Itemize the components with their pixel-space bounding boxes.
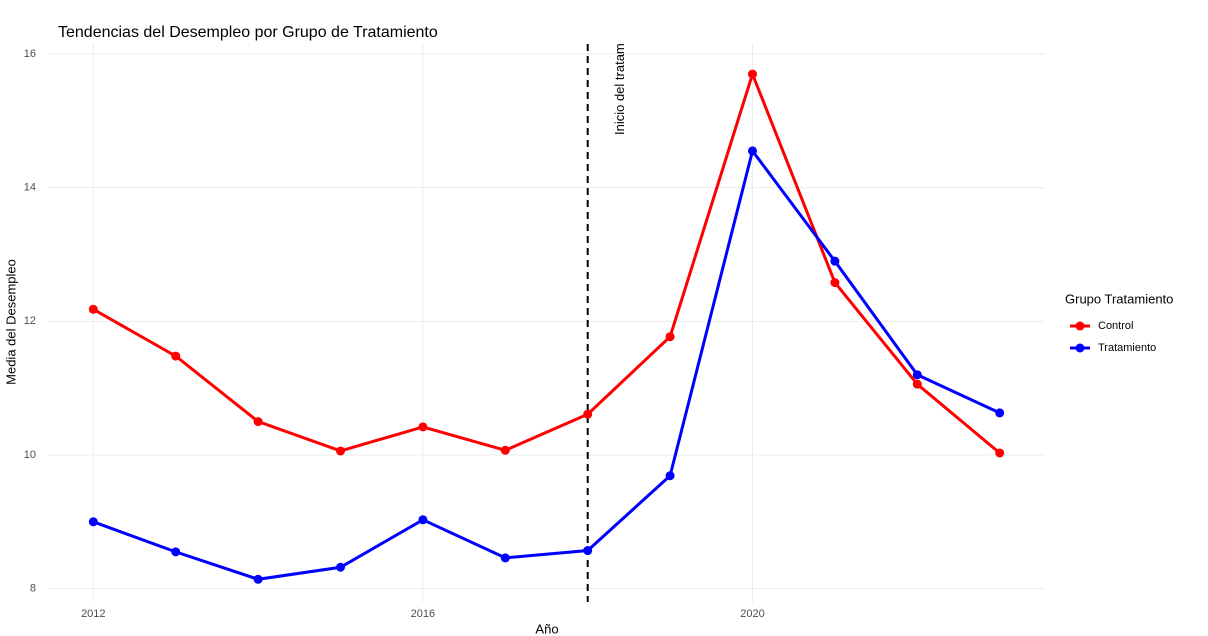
y-tick-label: 12 — [24, 315, 36, 327]
legend-key — [1075, 343, 1085, 353]
point — [253, 574, 263, 584]
x-axis-title: Año — [535, 621, 558, 636]
point — [747, 146, 757, 156]
point — [418, 515, 428, 525]
point — [88, 517, 98, 527]
legend-label: Tratamiento — [1098, 342, 1156, 354]
point — [912, 370, 922, 380]
series-line — [92, 69, 1001, 455]
point — [253, 417, 263, 427]
series-line — [92, 147, 1001, 581]
chart-title: Tendencias del Desempleo por Grupo de Tr… — [58, 24, 438, 41]
point — [171, 351, 181, 361]
y-tick-label: 14 — [24, 182, 36, 194]
plot-panel: Inicio del tratamiento — [88, 15, 1005, 602]
y-tick-label: 16 — [24, 48, 36, 60]
point — [747, 69, 757, 79]
y-axis-title: Media del Desempleo — [3, 259, 18, 385]
point — [830, 278, 840, 288]
annotation: Inicio del tratamiento — [612, 15, 627, 135]
legend-key — [1075, 321, 1085, 331]
x-tick-label: 2016 — [411, 608, 435, 620]
legend-label: Control — [1098, 320, 1133, 332]
point — [830, 256, 840, 266]
x-tick-label: 2020 — [740, 608, 764, 620]
y-tick-label: 8 — [30, 583, 36, 595]
point — [665, 471, 675, 481]
point — [171, 547, 181, 557]
x-tick-label: 2012 — [81, 608, 105, 620]
point — [500, 445, 510, 455]
point — [88, 304, 98, 314]
point — [500, 553, 510, 563]
point — [418, 422, 428, 432]
legend-title: Grupo Tratamiento — [1065, 291, 1173, 306]
point — [583, 546, 593, 556]
point — [665, 332, 675, 342]
point — [995, 408, 1005, 418]
point — [336, 446, 346, 456]
y-tick-label: 10 — [24, 449, 36, 461]
point — [583, 409, 593, 419]
point — [336, 562, 346, 572]
point — [995, 448, 1005, 458]
point — [912, 379, 922, 389]
